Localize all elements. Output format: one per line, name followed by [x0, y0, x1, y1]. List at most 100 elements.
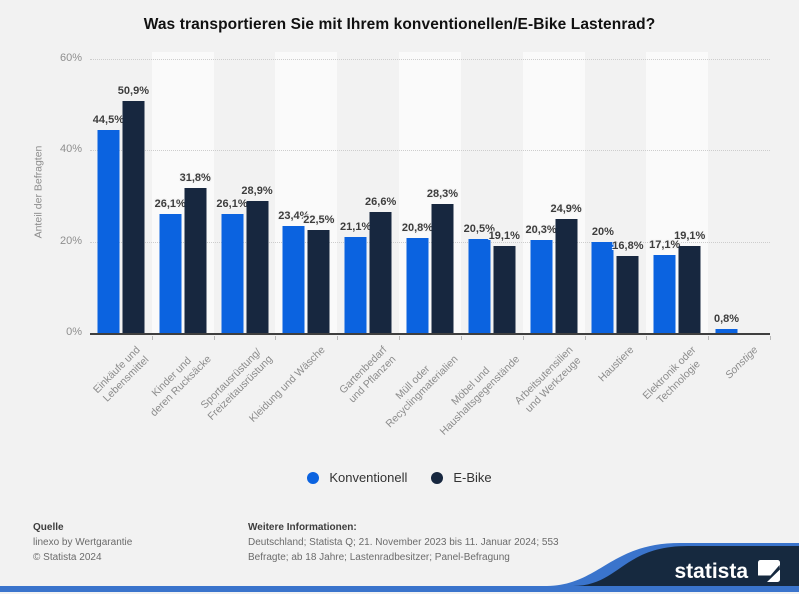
source-note: Quelle linexo by Wertgarantie © Statista…	[33, 520, 132, 565]
bar-e-bike[interactable]: 16,8%	[612, 240, 644, 333]
statista-logo: statista	[674, 559, 781, 583]
bar-pair: 20,5% 19,1%	[464, 223, 520, 333]
bar-value-label: 28,3%	[426, 187, 459, 200]
bar-pair: 0,8%	[714, 313, 763, 333]
bar-value-label: 31,8%	[179, 171, 211, 184]
category-group: 21,1% 26,6% Gartenbedarf und Pflanzen	[337, 52, 400, 405]
y-axis-tick-label: 60%	[59, 52, 82, 64]
legend-marker-icon	[307, 471, 320, 484]
bar-value-label: 19,1%	[488, 229, 520, 242]
footer-wave-blue-stripe	[0, 543, 799, 592]
bar-value-label: 24,9%	[550, 203, 582, 216]
bar-pair: 26,1% 28,9%	[216, 185, 273, 333]
plot-area: 44,5% 50,9% Einkäufe und Lebensmittel 26,1% 3…	[90, 52, 771, 438]
bar-e-bike[interactable]: 28,3%	[427, 188, 458, 333]
y-axis-title: Anteil der Befragten	[32, 145, 45, 239]
y-axis-tick-label: 40%	[59, 143, 82, 156]
bar-konventionell[interactable]: 26,1%	[155, 198, 186, 333]
category-group: 23,4% 22,5% Kleidung und Wäsche	[247, 52, 339, 425]
bar-value-label: 44,5%	[92, 113, 125, 126]
bar-value-label: 20,5%	[463, 223, 495, 236]
bar-pair: 44,5% 50,9%	[93, 85, 149, 333]
gridline	[90, 150, 770, 152]
bar-konventionell[interactable]: 23,4%	[278, 210, 309, 333]
bar-e-bike[interactable]: 26,6%	[365, 196, 396, 333]
bar-e-bike[interactable]: 22,5%	[303, 214, 334, 333]
bar-value-label: 23,4%	[278, 210, 310, 223]
bar-konventionell[interactable]: 17,1%	[649, 239, 680, 333]
bar-konventionell[interactable]: 20,3%	[525, 224, 557, 333]
y-axis-tick-label: 20%	[59, 234, 82, 247]
bar-pair: 20,3% 24,9%	[525, 203, 582, 333]
bar-konventionell[interactable]: 26,1%	[216, 198, 248, 333]
bar-e-bike[interactable]: 19,1%	[674, 230, 705, 333]
category-group: 26,1% 31,8% Kinder und deren Rucksäcke	[148, 52, 215, 419]
bar-value-label: 26,1%	[154, 197, 186, 210]
bar-pair: 26,1% 31,8%	[155, 172, 211, 333]
legend-label: E-Bike	[453, 470, 492, 485]
category-group: 20,8% 28,3% Müll oder Recyclingmaterialien	[384, 52, 462, 430]
chart-title: Was transportieren Sie mit Ihrem konvent…	[143, 16, 656, 33]
bar-value-label: 50,9%	[117, 84, 150, 97]
bar-value-label: 20,8%	[401, 222, 434, 235]
legend-item-e-bike[interactable]: E-Bike	[431, 470, 492, 485]
bar-e-bike[interactable]: 50,9%	[118, 85, 149, 333]
info-line: Deutschland; Statista Q; 21. November 20…	[248, 537, 559, 548]
bar-konventionell[interactable]: 20%	[592, 226, 614, 333]
bar-value-label: 28,9%	[241, 185, 273, 198]
bar-konventionell[interactable]: 20,8%	[402, 222, 433, 333]
bar-pair: 17,1% 19,1%	[649, 230, 705, 333]
bar-e-bike[interactable]: 28,9%	[241, 185, 273, 333]
bar-value-label: 22,5%	[303, 214, 335, 227]
legend-item-konventionell[interactable]: Konventionell	[307, 470, 407, 485]
bar-value-label: 26,1%	[216, 197, 248, 210]
bar-e-bike[interactable]: 31,8%	[180, 172, 211, 333]
category-group: 0,8% Sonstige	[708, 52, 771, 381]
source-heading: Quelle	[33, 522, 64, 533]
category-group: 20,5% 19,1% Möbel und Haushaltsgegenstände	[438, 52, 524, 438]
bar-pair: 20,8% 28,3%	[402, 188, 458, 333]
bar-e-bike[interactable]: 24,9%	[550, 203, 582, 333]
footer-wave-decoration	[0, 543, 799, 592]
legend-label: Konventionell	[329, 470, 408, 485]
y-axis-tick-label: 0%	[66, 326, 82, 338]
category-group: 20,3% 24,9% Arbeitsutensilien und Werkzeuge	[512, 52, 586, 415]
category-label: Arbeitsutensilien und Werkzeuge	[512, 344, 583, 415]
bar-value-label: 17,1%	[649, 238, 681, 251]
bar-konventionell[interactable]: 0,8%	[714, 313, 739, 333]
category-label: Sonstige	[723, 344, 761, 382]
bar-konventionell[interactable]: 44,5%	[93, 114, 124, 333]
bar-pair: 20% 16,8%	[592, 226, 644, 333]
bar-pair: 21,1% 26,6%	[340, 196, 396, 333]
bar-value-label: 20%	[591, 225, 614, 238]
gridline	[90, 241, 770, 243]
bar-value-label: 19,1%	[674, 229, 706, 242]
footer-wave-navy	[573, 546, 799, 586]
bar-value-label: 21,1%	[340, 220, 372, 233]
bar-value-label: 16,8%	[612, 240, 644, 253]
bar-konventionell[interactable]: 21,1%	[340, 221, 371, 333]
source-line: linexo by Wertgarantie	[33, 537, 133, 548]
category-group: 26,1% 28,9% Sportausrüstung/Freizeitausrüs…	[199, 52, 277, 423]
bar-value-label: 0,8%	[713, 313, 740, 326]
bar-value-label: 26,6%	[365, 195, 397, 208]
bar-konventionell[interactable]: 20,5%	[464, 223, 495, 333]
category-label: Elektronik oder Technologie	[640, 344, 703, 407]
legend-marker-icon	[431, 471, 444, 484]
bar-value-label: 20,3%	[525, 224, 557, 237]
info-note: Weitere Informationen: Deutschland; Stat…	[248, 520, 559, 565]
category-group: 44,5% 50,9% Einkäufe und Lebensmittel	[90, 52, 153, 404]
info-heading: Weitere Informationen:	[248, 522, 357, 533]
statista-wordmark: statista	[674, 559, 748, 583]
bar-e-bike[interactable]: 19,1%	[489, 230, 520, 333]
statista-logo-icon	[758, 560, 780, 582]
copyright-line: © Statista 2024	[33, 552, 102, 563]
gridline	[90, 59, 770, 60]
category-group: 17,1% 19,1% Elektronik oder Technologie	[641, 52, 709, 406]
category-group: 20% 16,8% Haustiere	[585, 52, 648, 384]
chart-legend: Konventionell E-Bike	[0, 470, 799, 485]
info-line: Befragte; ab 18 Jahre; Lastenradbesitzer…	[248, 552, 510, 563]
category-label: Haustiere	[596, 344, 637, 385]
bar-pair: 23,4% 22,5%	[278, 210, 334, 333]
